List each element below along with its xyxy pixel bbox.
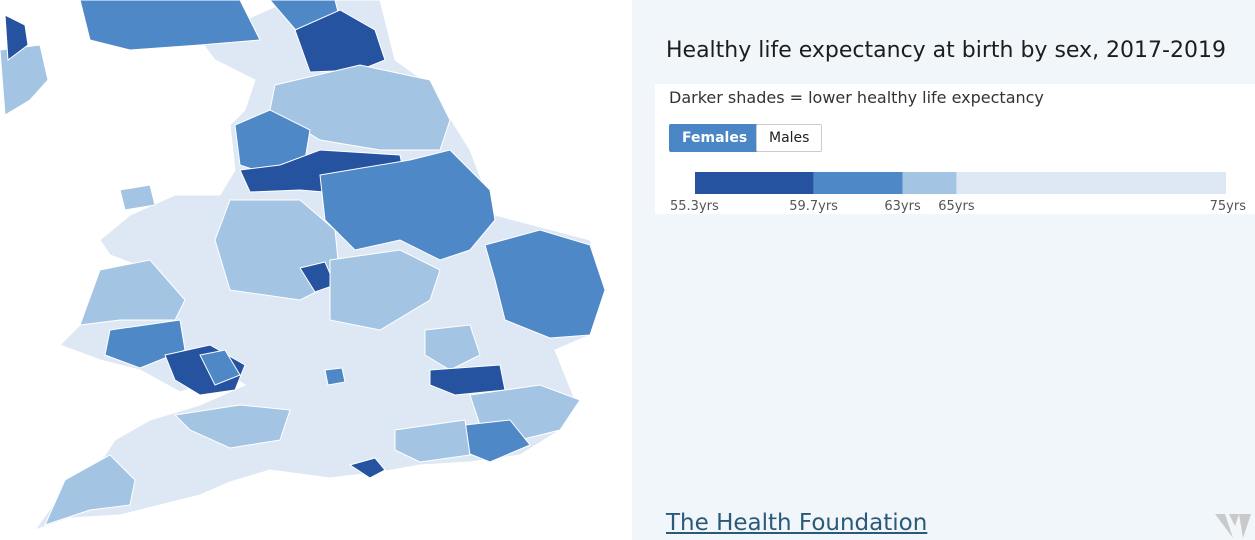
region [119,184,156,211]
region [199,349,241,386]
region [319,149,496,261]
subtitle: Darker shades = lower healthy life expec… [669,88,1044,107]
region [79,259,186,326]
region [294,9,386,73]
region [173,404,291,449]
title: Healthy life expectancy at birth by sex,… [666,38,1226,63]
legend-swatch [902,172,957,194]
region [484,229,606,339]
region [79,0,261,51]
legend: 55.3yrs 59.7yrs 63yrs 65yrs 75yrs [670,172,1247,214]
legend-tick-label: 75yrs [1210,199,1247,214]
legend-swatch [956,172,1226,194]
legend-tick-label: 63yrs [884,199,921,214]
legend-swatch [695,172,814,194]
side-panel: Healthy life expectancy at birth by sex,… [632,0,1255,540]
region [44,454,136,526]
tab[interactable]: Males [756,124,823,152]
map [0,0,606,531]
region [0,44,49,116]
legend-tick-label: 55.3yrs [670,199,719,214]
region [394,419,471,463]
region [424,324,481,371]
region [348,457,386,479]
region [4,14,29,61]
footer-link[interactable]: The Health Foundation [666,510,928,536]
legend-box: Darker shades = lower healthy life expec… [655,84,1255,214]
region [429,364,506,396]
logo [1215,514,1251,538]
legend-tick-label: 65yrs [938,199,975,214]
legend-swatch [813,172,903,194]
region [329,249,441,331]
regions [0,0,606,531]
region [324,367,346,386]
legend-tick-label: 59.7yrs [789,199,838,214]
tab[interactable]: Females [669,124,761,152]
